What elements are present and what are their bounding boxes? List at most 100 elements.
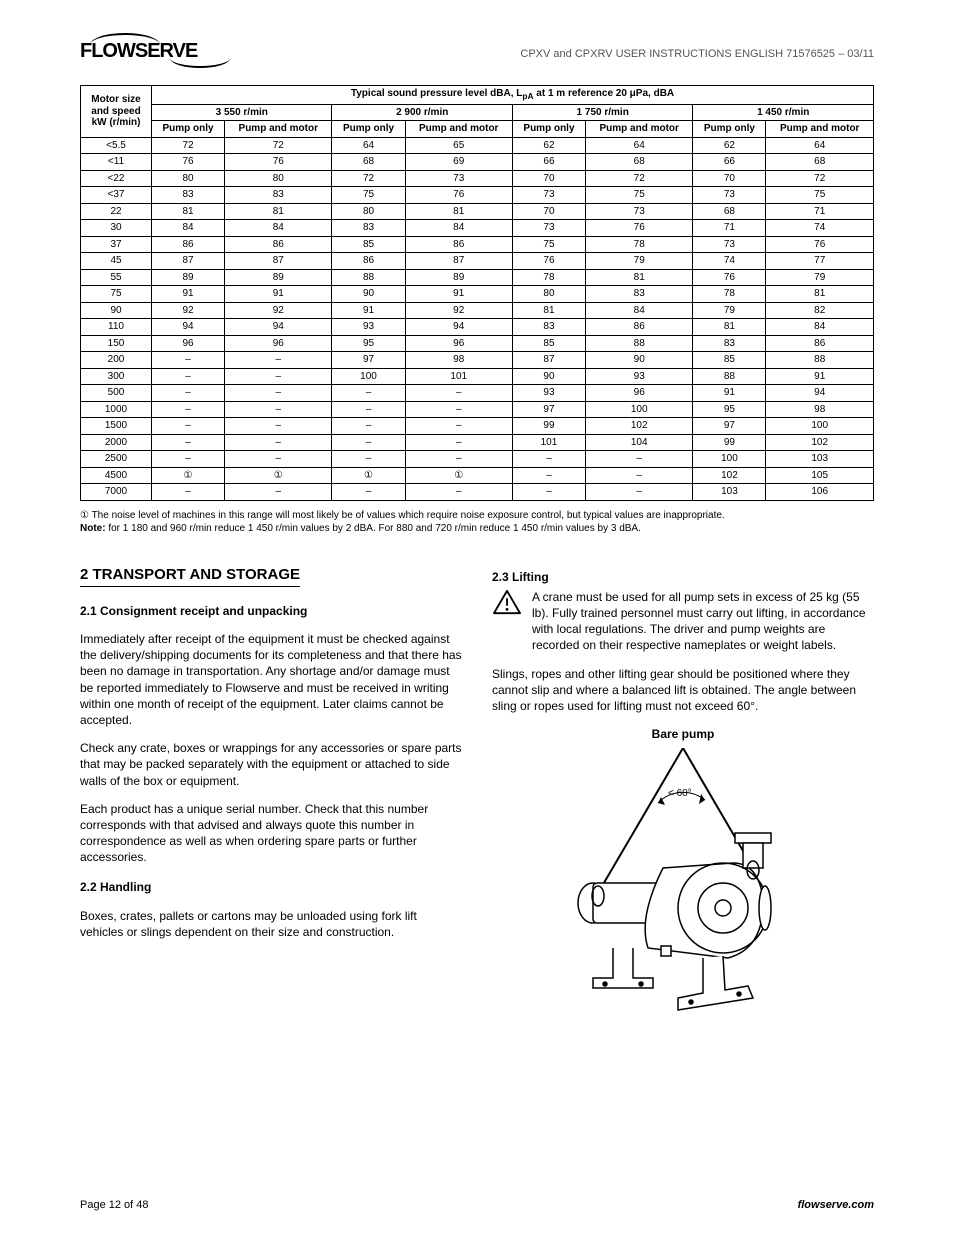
table-cell: 103 — [766, 451, 874, 468]
table-cell: 83 — [225, 187, 332, 204]
table-row: <117676686966686668 — [81, 154, 874, 171]
section-2-title: 2 TRANSPORT AND STORAGE — [80, 565, 462, 589]
table-row: 228181808170736871 — [81, 203, 874, 220]
table-row-label: 75 — [81, 286, 152, 303]
table-cell: – — [225, 484, 332, 501]
table-cell: 82 — [766, 302, 874, 319]
table-cell: 94 — [152, 319, 225, 336]
table-cell: – — [225, 352, 332, 369]
table-cell: 76 — [512, 253, 585, 270]
table-cell: 73 — [585, 203, 692, 220]
table-cell: 81 — [152, 203, 225, 220]
table-row-label: <5.5 — [81, 137, 152, 154]
table-cell: 87 — [152, 253, 225, 270]
table-row-label: 37 — [81, 236, 152, 253]
table-cell: 70 — [512, 170, 585, 187]
table-cell: 76 — [693, 269, 766, 286]
table-row-label: 4500 — [81, 467, 152, 484]
bare-pump-figure: < 60° — [553, 748, 813, 1028]
footer-site: flowserve.com — [798, 1199, 874, 1211]
table-cell: 85 — [693, 352, 766, 369]
table-row: 1000––––971009598 — [81, 401, 874, 418]
table-cell: 66 — [512, 154, 585, 171]
table-cell: 79 — [585, 253, 692, 270]
table-cell: 87 — [405, 253, 512, 270]
table-cell: 74 — [693, 253, 766, 270]
table-left-header: Motor size and speed kW (r/min) — [81, 86, 152, 138]
table-sub-header: Pump only — [693, 121, 766, 138]
table-row: 2500––––––100103 — [81, 451, 874, 468]
table-cell: 68 — [766, 154, 874, 171]
table-cell: 83 — [585, 286, 692, 303]
table-cell: 80 — [512, 286, 585, 303]
table-row: 1500––––9910297100 — [81, 418, 874, 435]
table-cell: 62 — [693, 137, 766, 154]
section-2-3-p1: Slings, ropes and other lifting gear sho… — [492, 666, 874, 715]
table-row-label: 1000 — [81, 401, 152, 418]
table-cell: 83 — [512, 319, 585, 336]
table-row-label: 200 — [81, 352, 152, 369]
table-cell: 75 — [585, 187, 692, 204]
table-row-label: <11 — [81, 154, 152, 171]
table-cell: 73 — [512, 220, 585, 237]
table-cell: 64 — [766, 137, 874, 154]
table-cell: 94 — [766, 385, 874, 402]
table-row: 1109494939483868184 — [81, 319, 874, 336]
table-cell: – — [405, 484, 512, 501]
table-cell: – — [405, 401, 512, 418]
table-cell: 91 — [405, 286, 512, 303]
table-cell: 71 — [693, 220, 766, 237]
left-column: 2 TRANSPORT AND STORAGE 2.1 Consignment … — [80, 555, 462, 1043]
table-row-label: <22 — [81, 170, 152, 187]
table-cell: 97 — [512, 401, 585, 418]
table-cell: 86 — [585, 319, 692, 336]
angle-label: < 60° — [668, 788, 692, 799]
section-2-3-title: 2.3 Lifting — [492, 569, 874, 585]
figure-caption: Bare pump — [492, 726, 874, 742]
table-row: 759191909180837881 — [81, 286, 874, 303]
table-cell: – — [512, 451, 585, 468]
table-cell: – — [152, 401, 225, 418]
table-cell: 81 — [585, 269, 692, 286]
table-cell: 84 — [585, 302, 692, 319]
table-row-label: 2000 — [81, 434, 152, 451]
table-cell: 72 — [332, 170, 405, 187]
table-cell: 94 — [225, 319, 332, 336]
table-cell: 88 — [332, 269, 405, 286]
table-cell: – — [225, 368, 332, 385]
flowserve-logo: FLOWSERVE — [80, 40, 197, 63]
table-cell: 81 — [225, 203, 332, 220]
table-row: 200––979887908588 — [81, 352, 874, 369]
table-cell: 93 — [332, 319, 405, 336]
table-cell: – — [332, 434, 405, 451]
table-cell: – — [152, 385, 225, 402]
page-footer: Page 12 of 48 flowserve.com — [80, 1199, 874, 1211]
table-cell: 72 — [152, 137, 225, 154]
table-group-header: 1 450 r/min — [693, 104, 874, 121]
table-cell: 104 — [585, 434, 692, 451]
table-cell: 100 — [693, 451, 766, 468]
table-cell: 106 — [766, 484, 874, 501]
table-cell: 79 — [693, 302, 766, 319]
table-cell: ① — [405, 467, 512, 484]
table-cell: – — [152, 451, 225, 468]
table-cell: 102 — [693, 467, 766, 484]
table-cell: 80 — [152, 170, 225, 187]
table-cell: 95 — [693, 401, 766, 418]
table-cell: 68 — [693, 203, 766, 220]
table-cell: – — [332, 451, 405, 468]
table-cell: ① — [152, 467, 225, 484]
table-sub-header: Pump only — [332, 121, 405, 138]
table-cell: – — [225, 385, 332, 402]
table-cell: – — [585, 484, 692, 501]
table-cell: 74 — [766, 220, 874, 237]
footnote-2-label: Note: — [80, 523, 106, 534]
right-column: 2.3 Lifting A crane must be used for all… — [492, 555, 874, 1043]
table-cell: 68 — [585, 154, 692, 171]
table-cell: 84 — [405, 220, 512, 237]
table-cell: 84 — [225, 220, 332, 237]
table-cell: 89 — [152, 269, 225, 286]
table-cell: 64 — [585, 137, 692, 154]
table-row: <378383757673757375 — [81, 187, 874, 204]
table-cell: 70 — [512, 203, 585, 220]
